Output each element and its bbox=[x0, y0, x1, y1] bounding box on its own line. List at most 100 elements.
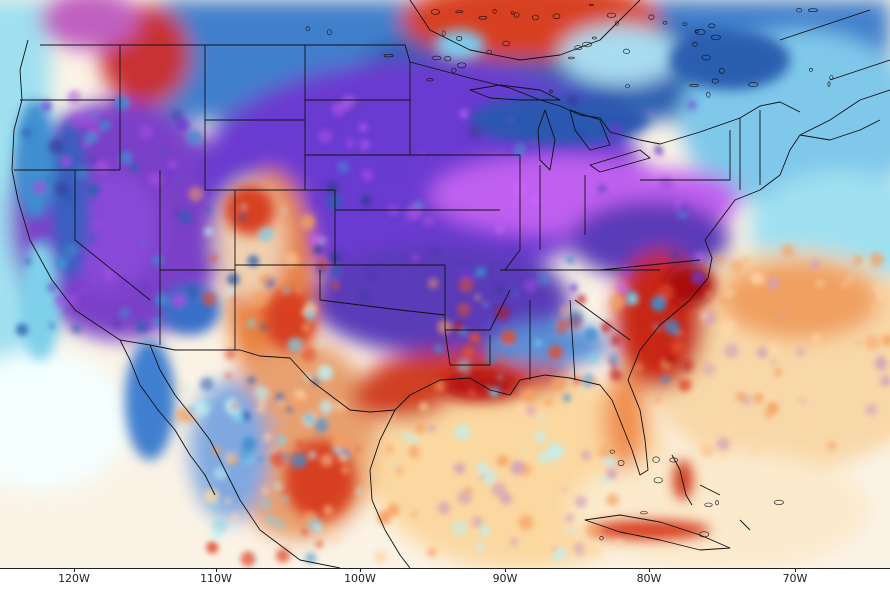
speckle bbox=[560, 306, 569, 314]
bahamas-outline bbox=[671, 454, 751, 531]
lake-outline bbox=[457, 62, 467, 69]
speckle bbox=[601, 476, 610, 485]
speckle bbox=[552, 377, 565, 390]
speckle bbox=[360, 194, 373, 207]
speckle bbox=[299, 214, 316, 230]
speckle bbox=[332, 433, 349, 450]
speckle bbox=[497, 455, 509, 467]
speckle bbox=[810, 259, 821, 270]
speckle bbox=[209, 254, 218, 263]
speckle bbox=[369, 271, 374, 277]
speckle bbox=[522, 389, 536, 403]
speckle bbox=[171, 293, 187, 309]
speckle bbox=[246, 493, 252, 498]
speckle bbox=[45, 177, 52, 184]
lake-outline bbox=[606, 12, 617, 18]
speckle bbox=[518, 514, 534, 531]
temperature-anomaly-map bbox=[0, 0, 890, 568]
field-south-purple bbox=[310, 245, 570, 355]
detail-pacific-blue bbox=[15, 100, 55, 220]
lake-outline bbox=[689, 84, 699, 87]
speckle bbox=[402, 432, 411, 440]
speckle bbox=[54, 294, 66, 307]
speckle bbox=[295, 439, 304, 449]
speckle bbox=[60, 156, 72, 168]
weather-map-panel bbox=[0, 0, 890, 568]
speckle bbox=[427, 277, 439, 289]
speckle bbox=[301, 528, 309, 536]
lake-outline bbox=[549, 89, 553, 94]
speckle bbox=[226, 273, 240, 286]
speckle bbox=[670, 339, 686, 355]
lake-outline bbox=[807, 8, 818, 12]
speckle bbox=[463, 373, 479, 389]
speckle bbox=[174, 210, 180, 216]
speckle bbox=[541, 533, 558, 549]
speckle bbox=[860, 389, 870, 399]
speckle bbox=[457, 266, 469, 278]
lake-outline bbox=[711, 78, 719, 84]
lon-label-100w: 100W bbox=[344, 572, 376, 585]
speckle bbox=[749, 441, 763, 455]
speckle bbox=[584, 327, 598, 341]
speckle bbox=[182, 384, 190, 392]
speckle bbox=[40, 100, 52, 112]
speckle bbox=[329, 533, 341, 545]
speckle bbox=[661, 375, 670, 384]
speckle bbox=[809, 303, 825, 319]
speckle bbox=[225, 372, 232, 380]
speckle bbox=[547, 320, 558, 331]
speckle bbox=[818, 450, 826, 459]
speckle bbox=[781, 244, 795, 258]
speckle bbox=[32, 181, 47, 195]
speckle bbox=[735, 391, 746, 402]
speckle bbox=[315, 264, 326, 275]
speckle bbox=[307, 299, 314, 306]
speckle bbox=[512, 290, 518, 296]
speckle bbox=[287, 337, 303, 353]
speckle bbox=[679, 288, 684, 293]
speckle bbox=[188, 186, 204, 202]
speckle bbox=[778, 313, 785, 320]
us-mexico-border bbox=[119, 339, 396, 413]
speckle bbox=[495, 225, 504, 234]
speckle bbox=[557, 361, 563, 367]
speckle bbox=[457, 302, 471, 317]
speckle bbox=[71, 323, 82, 334]
speckle bbox=[716, 437, 731, 452]
speckle bbox=[296, 288, 301, 293]
speckle bbox=[405, 204, 422, 221]
speckle bbox=[119, 280, 127, 288]
field-atlantic-orange bbox=[720, 260, 880, 340]
speckle bbox=[796, 347, 806, 357]
west-coastline bbox=[11, 39, 121, 341]
speckle bbox=[203, 488, 220, 504]
speckle bbox=[86, 183, 100, 197]
speckle bbox=[274, 482, 282, 491]
speckle bbox=[767, 277, 780, 290]
speckle bbox=[842, 282, 847, 288]
speckle bbox=[882, 334, 890, 347]
lake-outline bbox=[431, 55, 442, 61]
speckle bbox=[65, 293, 79, 307]
speckle bbox=[15, 323, 29, 336]
speckle bbox=[93, 160, 109, 175]
baja-east-coast bbox=[149, 344, 341, 568]
speckle bbox=[457, 359, 471, 374]
speckle bbox=[606, 353, 619, 366]
speckle bbox=[467, 124, 482, 139]
speckle bbox=[274, 519, 285, 530]
speckle bbox=[337, 161, 350, 173]
great-lakes-erie bbox=[589, 149, 651, 173]
field-east-purple bbox=[570, 200, 730, 280]
political-borders bbox=[11, 0, 890, 568]
speckle bbox=[258, 398, 267, 408]
speckle bbox=[705, 291, 711, 297]
speckle bbox=[419, 150, 424, 156]
speckle bbox=[756, 347, 768, 359]
speckle bbox=[312, 377, 320, 385]
lake-outline bbox=[625, 84, 630, 89]
speckle bbox=[416, 451, 428, 463]
speckle bbox=[565, 514, 574, 522]
speckle bbox=[153, 318, 162, 327]
